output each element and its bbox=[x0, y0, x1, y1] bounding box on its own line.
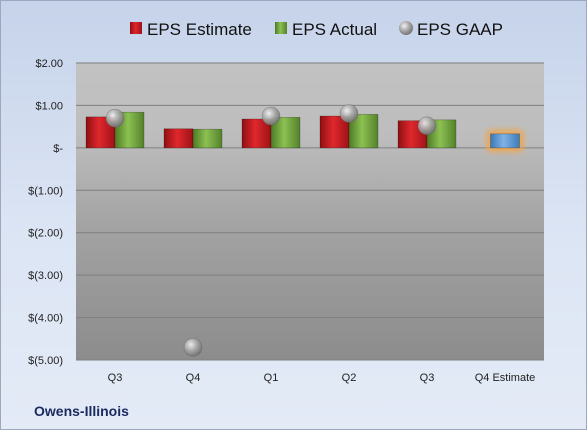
y-tick-label: $(4.00) bbox=[28, 313, 63, 325]
y-tick-label: $(5.00) bbox=[28, 355, 63, 367]
company-name: Owens-Illinois bbox=[34, 403, 129, 419]
y-tick-label: $(3.00) bbox=[28, 270, 63, 282]
legend-eps-actual-swatch bbox=[275, 22, 287, 34]
y-tick-label: $(2.00) bbox=[28, 228, 63, 240]
x-tick-label: Q4 Estimate bbox=[475, 372, 536, 384]
legend-eps-gaap-swatch bbox=[399, 21, 413, 35]
x-tick-label: Q4 bbox=[186, 372, 201, 384]
point-eps-gaap bbox=[339, 104, 359, 123]
x-tick-label: Q3 bbox=[420, 372, 435, 384]
legend-eps-estimate-label: EPS Estimate bbox=[147, 20, 252, 39]
point-eps-gaap bbox=[183, 337, 203, 357]
plot-area bbox=[76, 63, 544, 360]
x-tick-label: Q2 bbox=[342, 372, 357, 384]
point-eps-gaap bbox=[417, 116, 437, 136]
x-tick-label: Q1 bbox=[264, 372, 279, 384]
bar-q4-estimate bbox=[490, 133, 520, 149]
legend-eps-estimate-swatch bbox=[130, 22, 142, 34]
y-tick-label: $- bbox=[53, 143, 63, 155]
x-tick-label: Q3 bbox=[108, 372, 123, 384]
y-tick-label: $2.00 bbox=[35, 58, 63, 70]
point-eps-gaap bbox=[261, 106, 281, 126]
legend-eps-actual-label: EPS Actual bbox=[292, 20, 377, 39]
legend-eps-gaap-label: EPS GAAP bbox=[417, 20, 503, 39]
y-tick-label: $1.00 bbox=[35, 100, 63, 112]
y-tick-label: $(1.00) bbox=[28, 185, 63, 197]
bar-eps-estimate bbox=[163, 128, 194, 149]
point-eps-gaap bbox=[105, 108, 125, 128]
bar-eps-actual bbox=[192, 128, 223, 149]
